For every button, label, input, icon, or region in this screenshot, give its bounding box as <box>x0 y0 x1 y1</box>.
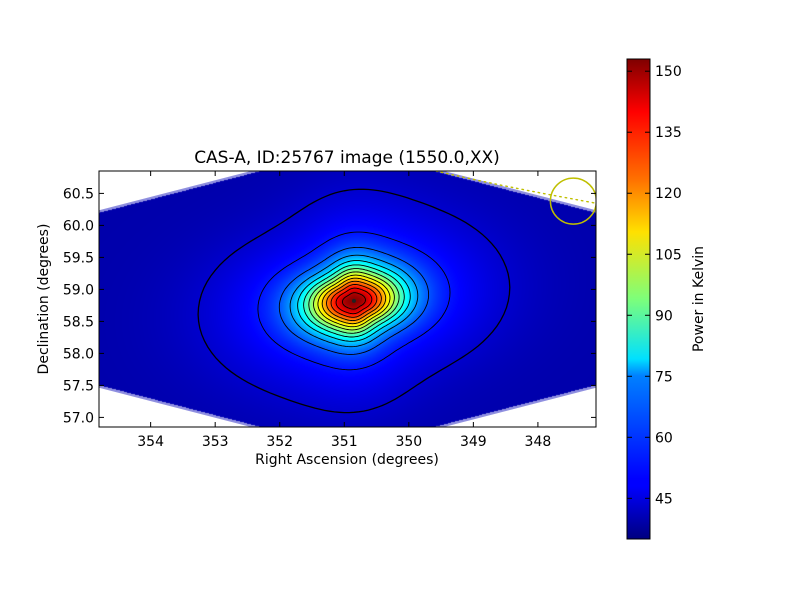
contour-line <box>342 292 366 310</box>
y-tick-label: 60.5 <box>63 186 94 202</box>
plot-frame <box>98 170 597 428</box>
colorbar <box>626 58 651 540</box>
plot-area <box>99 171 596 427</box>
y-axis-label: Declination (degrees) <box>36 224 52 375</box>
y-tick-label: 58.0 <box>63 346 94 362</box>
beam-track <box>435 171 596 204</box>
y-tick-label: 57.5 <box>63 378 94 394</box>
contour-line <box>321 277 387 325</box>
x-tick-label: 351 <box>331 434 358 450</box>
colorbar-tick-label: 135 <box>655 125 682 141</box>
contour-line <box>313 271 395 331</box>
colorbar-axis: 45 60 75 90 105 120 135 150 <box>627 64 682 507</box>
colorbar-tick-label: 105 <box>655 247 682 263</box>
y-tick-label: 60.0 <box>63 218 94 234</box>
x-tick-label: 348 <box>525 434 552 450</box>
colorbar-tick-label: 150 <box>655 64 682 80</box>
contour-line <box>289 254 419 348</box>
x-tick-label: 352 <box>266 434 293 450</box>
contour-line <box>257 231 451 371</box>
y-tick-label: 59.0 <box>63 282 94 298</box>
colorbar-tick-label: 120 <box>655 186 682 202</box>
y-tick-label: 57.0 <box>63 410 94 426</box>
contour-line <box>326 280 382 322</box>
y-tick-label: 59.5 <box>63 250 94 266</box>
x-axis-label: Right Ascension (degrees) <box>255 452 439 468</box>
colorbar-tick-label: 45 <box>655 491 673 507</box>
x-tick-label: 354 <box>137 434 164 450</box>
colorbar-tick-label: 60 <box>655 430 673 446</box>
colorbar-label: Power in Kelvin <box>691 246 707 352</box>
contour-line <box>335 287 373 315</box>
contour-lines <box>197 188 511 414</box>
colorbar-tick-label: 90 <box>655 308 673 324</box>
heatmap-image <box>99 171 596 427</box>
contour-line <box>317 274 391 328</box>
source-peak-marker <box>351 298 356 303</box>
y-tick-label: 58.5 <box>63 314 94 330</box>
x-axis: 354 353 352 351 350 349 348 <box>137 171 551 450</box>
contour-line <box>278 246 430 355</box>
y-axis: 57.0 57.5 58.0 58.5 59.0 59.5 60.0 60.5 <box>63 186 596 426</box>
contour-line <box>308 268 400 334</box>
contour-line <box>330 284 378 318</box>
x-tick-label: 349 <box>460 434 487 450</box>
contour-line <box>197 188 511 414</box>
beam-circle <box>549 177 596 225</box>
x-tick-label: 353 <box>202 434 229 450</box>
colorbar-tick-label: 75 <box>655 369 673 385</box>
x-tick-label: 350 <box>395 434 422 450</box>
chart-title: CAS-A, ID:25767 image (1550.0,XX) <box>194 148 500 168</box>
contour-line <box>297 260 411 342</box>
contour-line <box>303 264 405 338</box>
